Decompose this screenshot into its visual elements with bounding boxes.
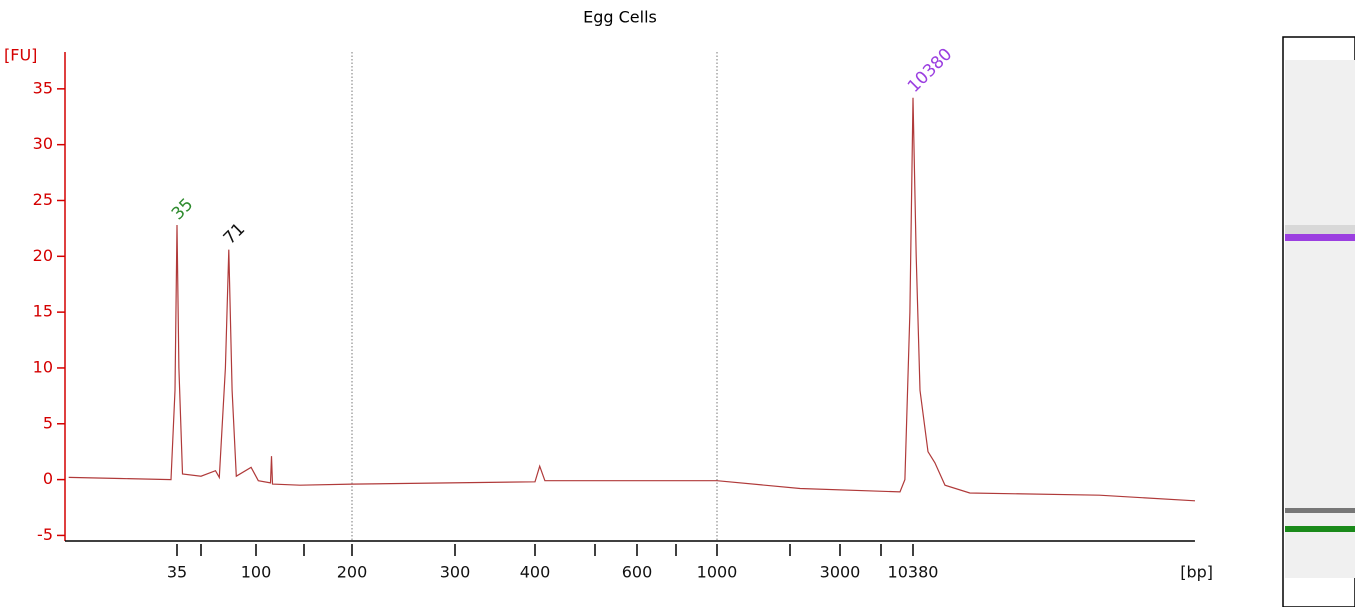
y-tick-label: -5 xyxy=(37,525,53,544)
gel-band-upper xyxy=(1285,234,1355,241)
y-tick-label: 35 xyxy=(33,78,53,97)
gel-lane xyxy=(1282,36,1355,608)
peak-label: 10380 xyxy=(904,44,956,96)
gel-band-mid xyxy=(1285,508,1355,513)
x-tick-label: 100 xyxy=(241,563,272,582)
y-tick-label: 30 xyxy=(33,134,53,153)
x-tick-label: 300 xyxy=(440,563,471,582)
x-tick-label: 35 xyxy=(167,563,187,582)
y-tick-label: 10 xyxy=(33,357,53,376)
y-tick-label: 0 xyxy=(43,469,53,488)
peak-label: 71 xyxy=(220,219,249,248)
y-axis-label: [FU] xyxy=(4,46,37,65)
y-tick-label: 15 xyxy=(33,302,53,321)
peak-label: 35 xyxy=(168,195,197,224)
x-tick-label: 3000 xyxy=(820,563,861,582)
x-tick-label: 400 xyxy=(520,563,551,582)
gel-band-lower xyxy=(1285,526,1355,532)
chart-title: Egg Cells xyxy=(583,8,657,27)
x-tick-label: 600 xyxy=(622,563,653,582)
y-tick-label: 25 xyxy=(33,190,53,209)
y-tick-label: 5 xyxy=(43,413,53,432)
trace xyxy=(68,97,1196,502)
x-tick-label: 1000 xyxy=(697,563,738,582)
gel-smear xyxy=(1285,225,1355,235)
x-axis-label: [bp] xyxy=(1180,563,1213,582)
y-tick-label: 20 xyxy=(33,246,53,265)
x-tick-label: 10380 xyxy=(888,563,939,582)
gel-background xyxy=(1285,60,1355,578)
x-tick-label: 200 xyxy=(337,563,368,582)
